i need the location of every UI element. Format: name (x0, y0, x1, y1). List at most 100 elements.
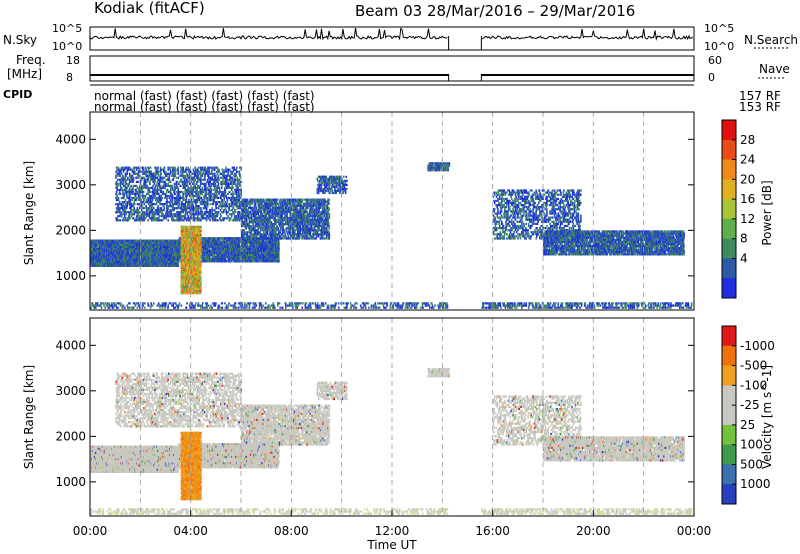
nsearch-tick-top: 10^5 (704, 22, 734, 35)
echo-cell (245, 207, 247, 209)
echo-cell (256, 235, 258, 237)
freq-label-1: Freq. (16, 53, 46, 67)
echo-cell (261, 250, 263, 252)
echo-cell (302, 231, 304, 233)
echo-cell (317, 209, 319, 211)
echo-cell (294, 231, 296, 233)
echo-cell (245, 227, 247, 229)
echo-cell (278, 229, 280, 231)
echo-cell (249, 223, 251, 225)
echo-cell (273, 237, 275, 239)
nave-tick-bottom: 0 (708, 71, 715, 84)
echo-cell (293, 235, 295, 237)
echo-cell (281, 199, 283, 201)
echo-cell (266, 215, 268, 217)
echo-cell (250, 231, 252, 233)
echo-cell (310, 199, 312, 201)
echo-cell (244, 235, 246, 237)
echo-cell (97, 246, 99, 248)
echo-cell (243, 213, 245, 215)
nsearch-label: N.Search (744, 33, 798, 47)
power-echoes (90, 162, 693, 309)
echo-cell (313, 235, 315, 237)
echo-cell (273, 215, 275, 217)
echo-cell (239, 244, 241, 246)
echo-cell (227, 241, 229, 243)
echo-cell (225, 258, 227, 260)
echo-cell (310, 215, 312, 217)
echo-cell (254, 207, 256, 209)
echo-cell (268, 225, 270, 227)
echo-cell (278, 260, 280, 262)
echo-cell (293, 237, 295, 239)
echo-cell (247, 205, 249, 207)
echo-cell (284, 233, 286, 235)
echo-cell (263, 223, 265, 225)
echo-cell (273, 246, 275, 248)
echo-cell (270, 225, 272, 227)
echo-cell (295, 199, 297, 201)
echo-cell (247, 201, 249, 203)
echo-cell (278, 227, 280, 229)
echo-cell (316, 235, 318, 237)
echo-cell (261, 199, 263, 201)
echo-cell (267, 231, 269, 233)
echo-cell (259, 209, 261, 211)
echo-cell (249, 235, 251, 237)
echo-cell (287, 219, 289, 221)
nsky-trace (90, 28, 693, 50)
echo-cell (219, 239, 221, 241)
echo-cell (278, 205, 280, 207)
echo-cell (215, 237, 217, 239)
echo-cell (263, 231, 265, 233)
echo-cell (282, 237, 284, 239)
freq-trace (90, 74, 694, 81)
echo-cell (277, 215, 279, 217)
echo-cell (293, 223, 295, 225)
echo-cell (262, 237, 264, 239)
echo-cell (285, 235, 287, 237)
echo-cell (318, 213, 320, 215)
echo-cell (293, 201, 295, 203)
echo-cell (292, 203, 294, 205)
echo-cell (277, 235, 279, 237)
cpid-right-2: 153 RF (739, 100, 781, 114)
echo-cell (309, 217, 311, 219)
echo-cell (276, 225, 278, 227)
echo-cell (320, 205, 322, 207)
echo-cell (300, 225, 302, 227)
echo-cell (310, 231, 312, 233)
echo-cell (271, 221, 273, 223)
echo-cell (303, 209, 305, 211)
beam-period-title: Beam 03 28/Mar/2016 – 29/Mar/2016 (355, 2, 635, 20)
echo-cell (246, 219, 248, 221)
echo-cell (306, 211, 308, 213)
echo-cell (295, 229, 297, 231)
echo-cell (294, 203, 296, 205)
echo-cell (212, 254, 214, 256)
echo-cell (301, 211, 303, 213)
echo-cell (257, 223, 259, 225)
echo-cell (280, 203, 282, 205)
echo-cell (286, 215, 288, 217)
echo-cell (256, 209, 258, 211)
echo-cell (321, 227, 323, 229)
echo-cell (247, 233, 249, 235)
echo-cell (262, 213, 264, 215)
echo-cell (302, 199, 304, 201)
echo-cell (264, 225, 266, 227)
echo-cell (259, 225, 261, 227)
echo-cell (276, 201, 278, 203)
echo-cell (256, 215, 258, 217)
echo-cell (276, 211, 278, 213)
echo-cell (284, 213, 286, 215)
echo-cell (111, 248, 113, 250)
echo-cell (320, 207, 322, 209)
nave-label: Nave (759, 62, 790, 76)
echo-cell (276, 209, 278, 211)
echo-cell (278, 256, 280, 258)
echo-cell (258, 260, 260, 262)
echo-cell (304, 237, 306, 239)
echo-cell (280, 229, 282, 231)
echo-cell (268, 223, 270, 225)
